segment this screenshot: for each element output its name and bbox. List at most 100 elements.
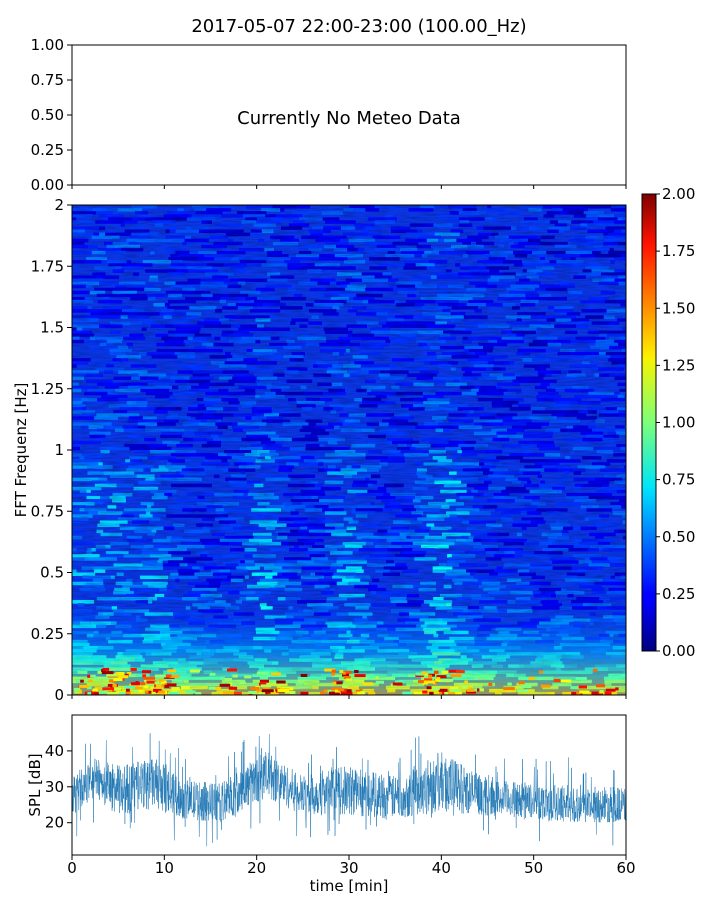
spectrogram-hot-cell	[428, 674, 432, 678]
spectrogram-hot-cell	[208, 686, 216, 690]
spectrogram-hot-cell	[438, 688, 448, 692]
spectrogram-hot-cell	[359, 688, 363, 692]
spl-x-tick-label: 50	[524, 859, 543, 877]
meteo-panel: Currently No Meteo Data 0.00 0.25 0.50 0.75…	[31, 36, 627, 194]
colorbar: 0.00 0.25 0.50 0.75 1.00 1.25 1.50 1.75 2.00	[641, 185, 695, 660]
spectrogram-hot-cell	[344, 670, 352, 674]
spectrogram-hot-cell	[124, 685, 135, 689]
spectrogram-hot-cell	[117, 672, 125, 675]
spectrogram-hot-cell	[106, 673, 119, 677]
spectrogram-y-tick-label: 1.75	[31, 257, 64, 275]
spectrogram-hot-cell	[432, 687, 440, 691]
spectrogram-hot-cell	[96, 690, 108, 694]
spectrogram-hot-cell	[579, 690, 590, 694]
colorbar-tick-label: 1.00	[662, 414, 695, 432]
spl-line	[72, 733, 626, 847]
spectrogram-hot-cell	[142, 670, 151, 674]
spectrogram-hot-cell	[455, 691, 462, 695]
spectrogram-bin	[625, 287, 626, 292]
spectrogram-hot-cell	[129, 683, 139, 687]
spectrogram-hot-cell	[126, 672, 132, 675]
colorbar-ticks: 0.00 0.25 0.50 0.75 1.00 1.25 1.50 1.75 2.00	[656, 185, 695, 660]
spectrogram-hot-cell	[436, 675, 447, 679]
spectrogram-hot-cell	[115, 672, 119, 675]
spectrogram-y-label: FFT Frequenz [Hz]	[12, 383, 30, 518]
spectrogram-hot-cell	[424, 678, 433, 682]
spectrogram-hot-cell	[432, 677, 441, 681]
spl-y-label: SPL [dB]	[26, 753, 44, 816]
spectrogram-hot-cell	[87, 691, 97, 695]
spectrogram-hot-cell	[121, 691, 131, 695]
spectrogram-hot-cell	[259, 679, 269, 683]
spectrogram-hot-cell	[428, 691, 434, 695]
spectrogram-hot-cell	[164, 684, 170, 688]
spectrogram-hot-cell	[332, 681, 337, 685]
spectrogram-hot-cell	[163, 675, 175, 679]
spectrogram-hot-cell	[157, 678, 164, 682]
spectrogram-hot-cell	[155, 684, 162, 688]
spectrogram-hot-cell	[488, 682, 493, 686]
spectrogram-hot-cell	[228, 686, 238, 690]
spectrogram-hot-cell	[90, 674, 96, 678]
spectrogram-hot-cell	[93, 691, 99, 695]
spectrogram-hot-cell	[133, 687, 143, 690]
spectrogram-hot-cell	[354, 670, 359, 673]
colorbar-tick-label: 0.75	[662, 471, 695, 489]
spectrogram-hot-cell	[266, 682, 270, 686]
spectrogram-hot-cell	[73, 687, 81, 691]
spectrogram-hot-cell	[244, 675, 252, 679]
spectrogram-bin	[625, 685, 626, 690]
spectrogram-plot-area	[72, 205, 633, 695]
spectrogram-x-ticks	[71, 695, 627, 699]
spectrogram-hot-cell	[507, 682, 512, 686]
spectrogram-hot-cell	[464, 680, 468, 684]
spectrogram-hot-cell	[143, 676, 156, 680]
spectrogram-hot-cell	[284, 690, 294, 694]
spl-x-tick-label: 40	[432, 859, 451, 877]
spl-x-tick-label: 0	[67, 859, 77, 877]
spl-x-label: time [min]	[310, 877, 389, 895]
spectrogram-panel: 0 0.25 0.5 0.75 1 1.25 1.5 1.75 2 FFT Frequenz […	[12, 196, 633, 704]
spectrogram-hot-cell	[143, 685, 149, 689]
spectrogram-hot-cell	[450, 674, 462, 678]
spectrogram-hot-cell	[228, 682, 233, 686]
spectrogram-hot-cell	[540, 684, 551, 688]
spectrogram-hot-cell	[169, 674, 180, 678]
spl-y-tick-label: 30	[45, 778, 64, 796]
spectrogram-hot-cell	[605, 688, 616, 692]
meteo-y-tick-label: 1.00	[31, 36, 64, 54]
spectrogram-hot-cell	[596, 684, 606, 688]
spectrogram-hot-cell	[108, 679, 117, 683]
spectrogram-hot-cell	[418, 680, 427, 684]
spectrogram-y-tick-label: 1.5	[40, 319, 64, 337]
spectrogram-hot-cell	[212, 686, 222, 690]
spectrogram-hot-cell	[144, 690, 149, 694]
spectrogram-hot-cell	[338, 688, 345, 692]
spectrogram-hot-cell	[185, 690, 196, 694]
spectrogram-bin	[626, 211, 633, 215]
spectrogram-y-tick-label: 0	[54, 686, 64, 704]
spectrogram-hot-cell	[320, 691, 325, 695]
colorbar-tick-label: 0.00	[662, 642, 695, 660]
spectrogram-hot-cell	[349, 690, 356, 694]
spectrogram-hot-cell	[575, 677, 587, 680]
spectrogram-hot-cell	[158, 690, 165, 694]
spectrogram-hot-cell	[331, 691, 340, 695]
spectrogram-hot-cell	[102, 667, 110, 671]
spectrogram-y-tick-label: 0.5	[40, 564, 64, 582]
spectrogram-hot-cell	[560, 679, 572, 683]
spectrogram-hot-cell	[195, 692, 202, 695]
spectrogram-hot-cell	[553, 679, 561, 682]
spectrogram-hot-cell	[450, 686, 459, 690]
meteo-y-tick-label: 0.00	[31, 176, 64, 194]
spectrogram-hot-cell	[426, 686, 432, 690]
spl-y-tick-label: 40	[45, 742, 64, 760]
colorbar-tick-label: 1.50	[662, 299, 695, 317]
spectrogram-hot-cell	[223, 691, 235, 695]
spectrogram-hot-cell	[260, 684, 272, 688]
spectrogram-hot-cell	[442, 678, 454, 682]
spectrogram-bin	[625, 428, 626, 433]
spectrogram-hot-cell	[255, 689, 264, 693]
spectrogram-hot-cell	[258, 691, 266, 695]
